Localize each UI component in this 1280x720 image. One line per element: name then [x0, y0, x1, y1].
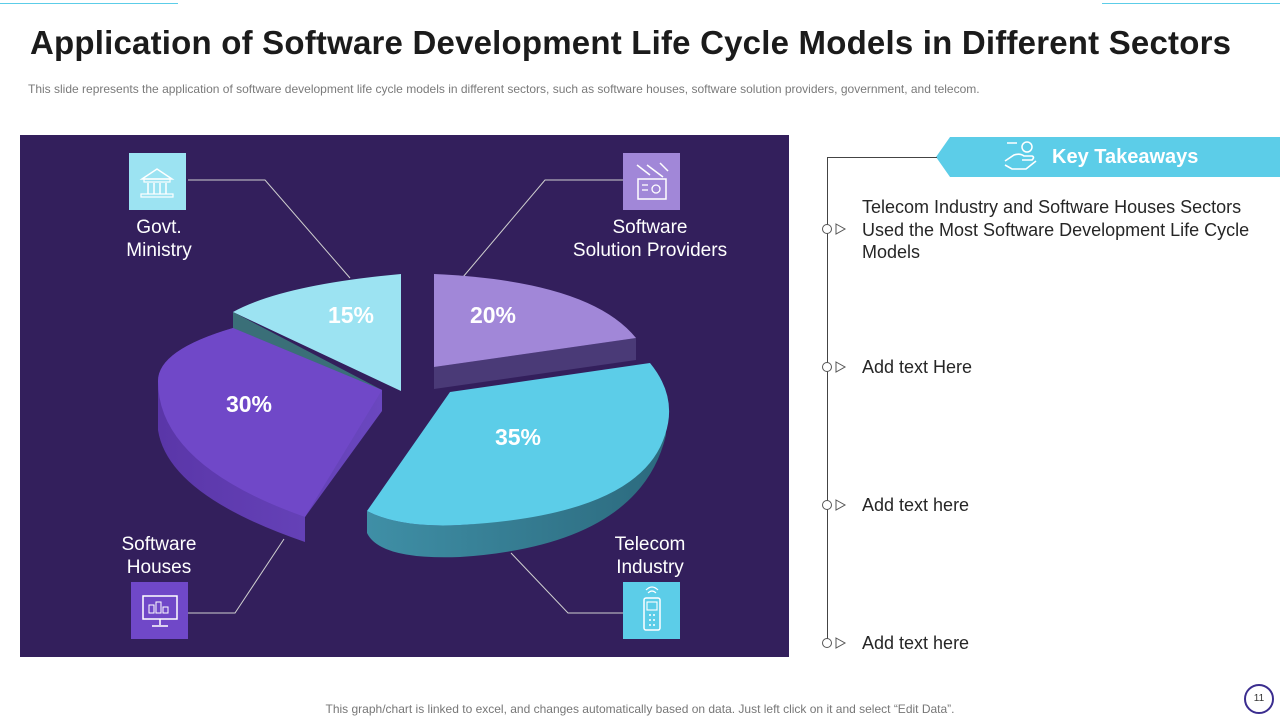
- slice-side-solution: [434, 338, 636, 389]
- category-label-govt-line2: Ministry: [126, 240, 192, 261]
- top-left-accent-line: [0, 3, 178, 4]
- leader-line-govt: [188, 179, 351, 279]
- timeline-bullet-2: [822, 361, 847, 373]
- top-right-accent-line: [1102, 3, 1280, 4]
- takeaway-item-2: Add text Here: [862, 357, 973, 377]
- page-number-badge: 11: [1244, 684, 1274, 714]
- category-label-houses-line2: Houses: [127, 557, 191, 578]
- value-label-houses: 30%: [226, 391, 272, 417]
- slice-side-telecom: [367, 405, 666, 558]
- slice-govt[interactable]: [233, 274, 401, 391]
- mobile-phone-icon: [623, 582, 680, 639]
- takeaway-item-1: Telecom Industry and Software Houses Sec…: [862, 197, 1250, 262]
- category-label-govt-line1: Govt.: [136, 217, 181, 238]
- chart-panel[interactable]: 15% 20% 35% 30% Govt. Ministry Software …: [20, 135, 789, 657]
- leader-line-solution: [462, 179, 623, 278]
- category-label-solution-line2: Solution Providers: [573, 240, 727, 261]
- takeaway-item-4: Add text here: [862, 633, 970, 653]
- value-label-telecom: 35%: [495, 424, 541, 450]
- timeline-bullet-3: [822, 499, 847, 511]
- timeline-bullet-1: [822, 223, 847, 235]
- slice-telecom[interactable]: [367, 363, 670, 526]
- slice-solution[interactable]: [434, 274, 636, 367]
- pie-chart[interactable]: 15% 20% 35% 30% Govt. Ministry Software …: [20, 135, 789, 657]
- value-label-solution: 20%: [470, 302, 516, 328]
- slice-houses[interactable]: [158, 328, 382, 517]
- handshake-hand-icon: [1004, 141, 1037, 170]
- government-building-icon: [129, 153, 186, 210]
- category-label-solution-line1: Software: [613, 217, 688, 238]
- category-label-houses-line1: Software: [122, 534, 197, 555]
- footer-note: This graph/chart is linked to excel, and…: [325, 702, 955, 716]
- tools-toolbox-icon: [623, 153, 680, 210]
- takeaway-item-3: Add text here: [862, 495, 970, 515]
- timeline-top-connector: [827, 157, 937, 158]
- leader-line-houses: [188, 538, 285, 614]
- value-label-govt: 15%: [328, 302, 374, 328]
- computer-monitor-icon: [131, 582, 188, 639]
- page-title: Application of Software Development Life…: [30, 24, 1232, 61]
- leader-line-telecom: [510, 552, 623, 614]
- category-label-telecom-line1: Telecom: [615, 534, 686, 555]
- timeline-line: [827, 157, 828, 644]
- key-takeaways-title: Key Takeaways: [1052, 146, 1199, 168]
- page-subtitle: This slide represents the application of…: [28, 82, 980, 96]
- timeline-bullet-4: [822, 637, 847, 649]
- category-label-telecom-line2: Industry: [616, 557, 684, 578]
